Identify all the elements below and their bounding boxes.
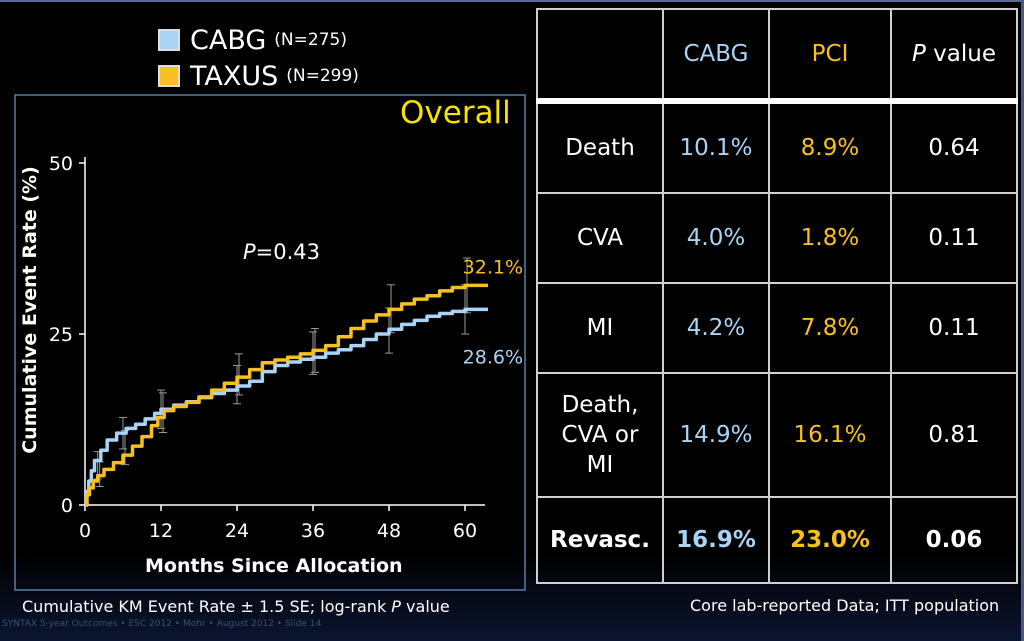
panel-title: Overall <box>400 95 511 131</box>
footnote-data-source: Core lab-reported Data; ITT population <box>690 596 1000 615</box>
slide-right-border <box>1021 0 1024 641</box>
legend-swatch-taxus <box>158 65 180 87</box>
header-pvalue: P value <box>890 8 1018 104</box>
x-tick-label: 24 <box>225 520 249 542</box>
table-row: Revasc. 16.9% 23.0% 0.06 <box>536 496 1018 584</box>
legend-label-taxus: TAXUS <box>190 60 279 92</box>
cabg-value-cell: 16.9% <box>662 496 770 584</box>
pci-value-cell: 23.0% <box>768 496 892 584</box>
pvalue-cell: 0.11 <box>890 282 1018 374</box>
pvalue-cell: 0.64 <box>890 100 1018 194</box>
results-table: CABG PCI P value Death 10.1% 8.9% 0.64 C… <box>536 8 1018 584</box>
endpoint-cell: Revasc. <box>536 496 664 584</box>
cabg-value-cell: 4.2% <box>662 282 770 374</box>
series-line-taxus <box>85 283 488 507</box>
y-tick-label: 50 <box>49 153 73 175</box>
pci-value-cell: 8.9% <box>768 100 892 194</box>
header-cabg: CABG <box>662 8 770 104</box>
legend-item-taxus: TAXUS (N=299) <box>158 58 359 94</box>
pci-value-cell: 16.1% <box>768 372 892 498</box>
chart-axes: 0 12 24 36 48 60 0 25 50 <box>49 153 485 542</box>
endpoint-cell: Death <box>536 100 664 194</box>
endpoint-cell: CVA <box>536 192 664 284</box>
legend-n-cabg: (N=275) <box>274 30 347 50</box>
table-row: Death 10.1% 8.9% 0.64 <box>536 100 1018 194</box>
legend-n-taxus: (N=299) <box>286 66 359 86</box>
chart-legend: CABG (N=275) TAXUS (N=299) <box>158 22 359 94</box>
x-tick-label: 36 <box>301 520 325 542</box>
y-tick-label: 0 <box>61 495 73 517</box>
chart-panel-border <box>14 94 526 591</box>
table-header-row: CABG PCI P value <box>536 8 1018 104</box>
pvalue-value: =0.43 <box>255 240 321 264</box>
x-tick-label: 12 <box>149 520 173 542</box>
header-pvalue-symbol: P <box>911 41 926 67</box>
endpoint-line: CVA or <box>561 422 639 448</box>
pvalue-cell: 0.81 <box>890 372 1018 498</box>
endpoint-line: MI <box>586 452 614 478</box>
chart-pvalue-note: P=0.43 <box>243 240 320 264</box>
x-tick-label: 0 <box>79 520 91 542</box>
chart-end-labels: 28.6% 32.1% <box>463 256 523 368</box>
y-tick-label: 25 <box>49 324 73 346</box>
table-row: CVA 4.0% 1.8% 0.11 <box>536 192 1018 284</box>
cabg-value-cell: 10.1% <box>662 100 770 194</box>
endpoint-cell: MI <box>536 282 664 374</box>
km-chart: 0 12 24 36 48 60 0 25 50 28.6% 32.1% <box>14 94 526 591</box>
header-pvalue-rest: value <box>925 41 996 67</box>
pvalue-symbol: P <box>243 240 256 264</box>
end-label-cabg: 28.6% <box>463 346 523 368</box>
slide-footer: SYNTAX 5-year Outcomes • ESC 2012 • Mohr… <box>2 619 322 629</box>
x-axis-label: Months Since Allocation <box>145 555 403 577</box>
footnote-method-pre: Cumulative KM Event Rate ± 1.5 SE; log-r… <box>22 597 392 616</box>
cabg-value-cell: 4.0% <box>662 192 770 284</box>
legend-swatch-cabg <box>158 29 180 51</box>
x-tick-label: 60 <box>453 520 477 542</box>
legend-item-cabg: CABG (N=275) <box>158 22 359 58</box>
end-label-taxus: 32.1% <box>463 256 523 278</box>
footnote-method-p: P <box>391 597 401 616</box>
cabg-value-cell: 14.9% <box>662 372 770 498</box>
chart-series <box>85 283 488 507</box>
endpoint-line: Death, <box>561 392 639 418</box>
series-line-cabg <box>85 307 488 507</box>
x-tick-label: 48 <box>377 520 401 542</box>
table-row: MI 4.2% 7.8% 0.11 <box>536 282 1018 374</box>
footnote-method-post: value <box>400 597 450 616</box>
footnote-method: Cumulative KM Event Rate ± 1.5 SE; log-r… <box>22 597 450 616</box>
header-empty-cell <box>536 8 664 104</box>
pvalue-cell: 0.11 <box>890 192 1018 284</box>
pci-value-cell: 1.8% <box>768 192 892 284</box>
endpoint-cell: Death, CVA or MI <box>536 372 664 498</box>
slide-top-border <box>0 0 1024 2</box>
header-pci: PCI <box>768 8 892 104</box>
y-axis-label: Cumulative Event Rate (%) <box>19 166 41 454</box>
pvalue-cell: 0.06 <box>890 496 1018 584</box>
chart-errorbars <box>93 257 471 488</box>
legend-label-cabg: CABG <box>190 24 267 56</box>
pci-value-cell: 7.8% <box>768 282 892 374</box>
table-row: Death, CVA or MI 14.9% 16.1% 0.81 <box>536 372 1018 498</box>
